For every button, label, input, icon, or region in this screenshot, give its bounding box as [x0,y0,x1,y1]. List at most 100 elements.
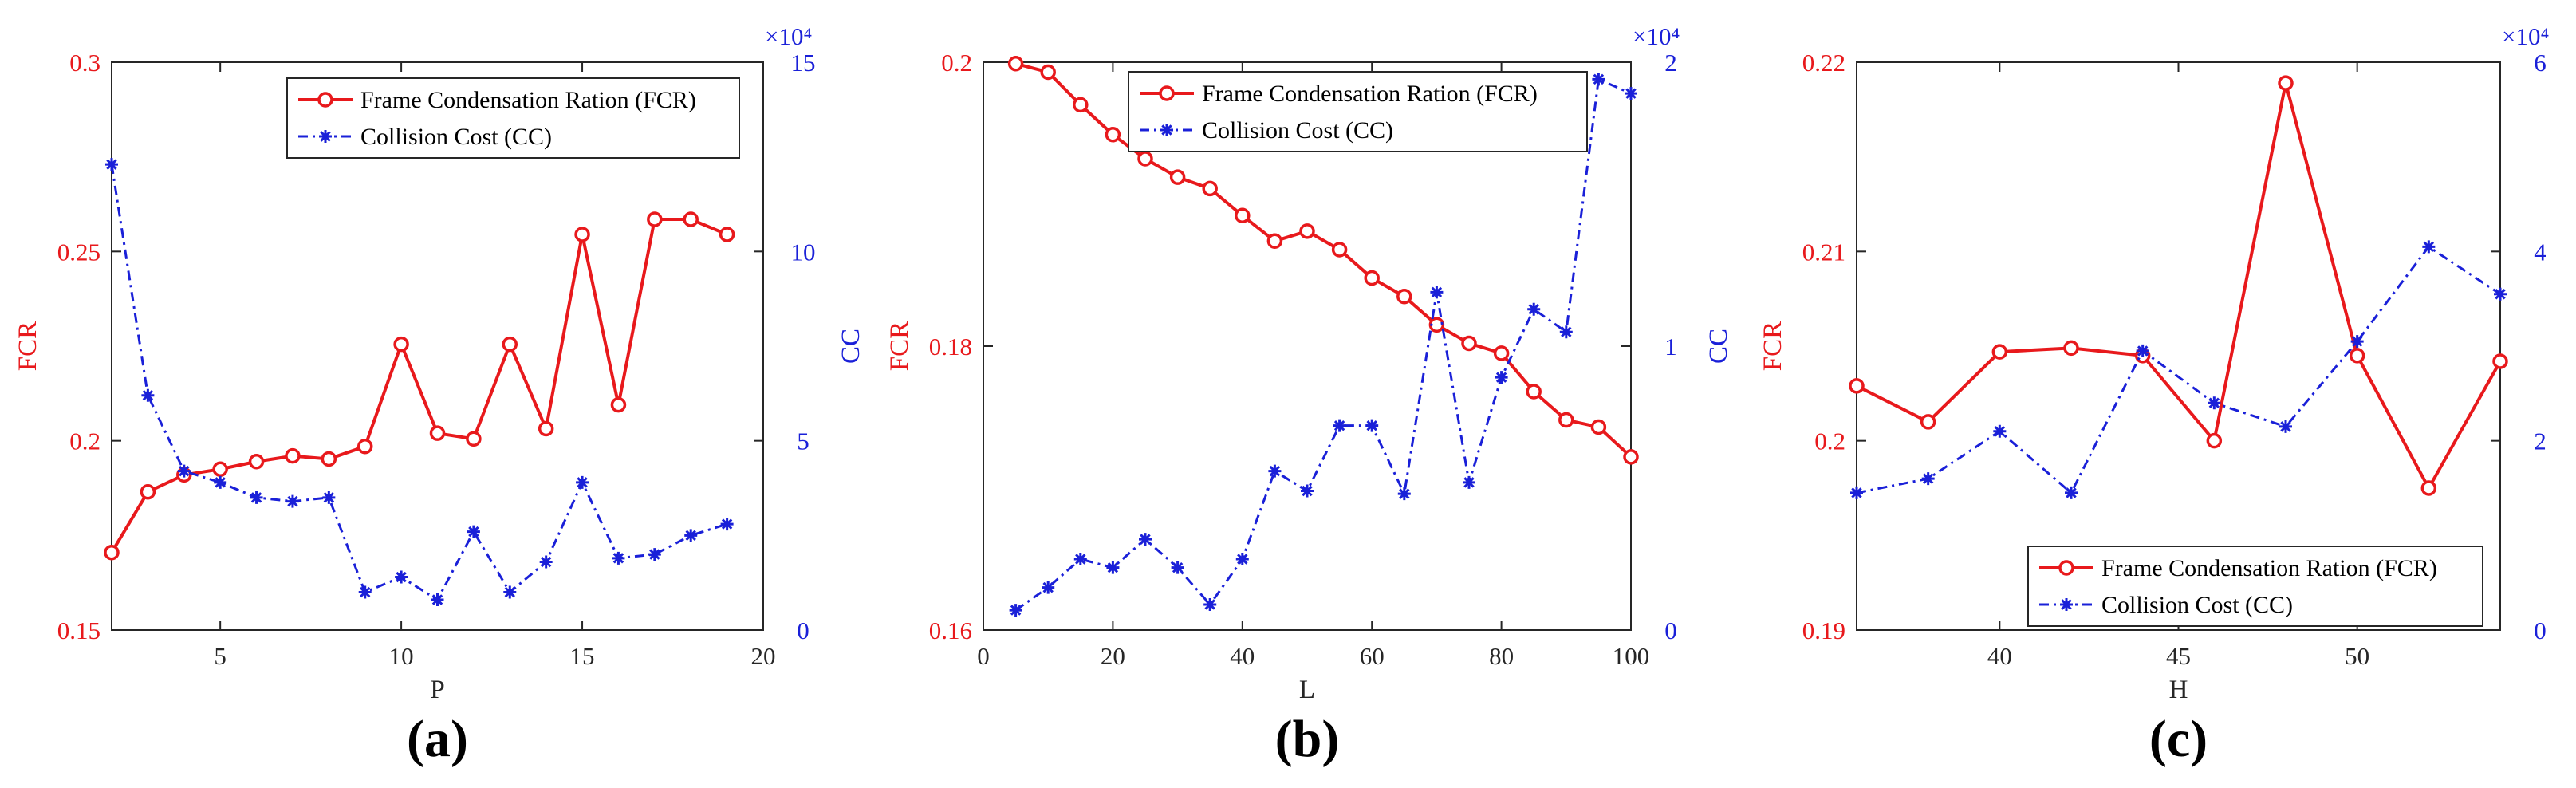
legend-box [2027,546,2483,627]
y-right-tick-label: 0 [2534,617,2546,644]
x-axis-title: H [2169,676,2188,704]
data-point [647,211,663,227]
y-right-tick-label: 1 [1664,333,1677,361]
x-tick-label: 20 [1101,642,1125,670]
y-right-tick-label: 10 [791,238,816,266]
data-point [576,475,589,489]
data-point [1559,325,1573,339]
data-point [574,227,590,242]
y-left-tick-label: 0.18 [929,333,972,361]
data-point [1920,414,1936,430]
data-point [1991,344,2008,360]
data-point [1592,73,1605,86]
data-point [1169,169,1186,185]
data-point [1171,561,1184,574]
x-tick-label: 100 [1613,642,1650,670]
y-right-tick-label: 0 [1664,617,1677,644]
x-tick-label: 20 [751,642,776,670]
data-point [177,464,191,478]
data-point [286,494,299,508]
data-point [1527,302,1541,316]
data-point [322,491,336,504]
legend: Frame Condensation Ration (FCR) Collision… [286,77,740,159]
data-point [467,525,480,538]
data-point [1493,345,1510,361]
data-point [1009,604,1022,617]
data-point [2350,335,2364,349]
data-point [2494,287,2507,301]
y-right-tick-label: 5 [797,427,809,455]
data-point [1921,472,1935,486]
y-left-axis-title: FCR [1759,321,1787,371]
data-point [1461,335,1477,352]
panel-label: (b) [1275,710,1340,768]
legend: Frame Condensation Ration (FCR) Collision… [2027,546,2483,627]
series-line-1 [1856,82,2502,492]
data-point [393,336,409,353]
y-right-tick-label: 6 [2534,49,2546,77]
y-right-tick-label: 15 [791,49,816,77]
y-left-tick-label: 0.19 [1802,617,1845,644]
x-tick-label: 40 [1230,642,1255,670]
data-point [1235,207,1251,223]
chart-panel-2: 0 20 40 60 80 100 0.16 0.18 0.2 0 1 2×10⁴ FCR CC L (b) F… [885,22,1733,768]
y-right-tick-label: 2 [1664,49,1677,77]
data-point [1397,487,1411,501]
data-point [395,570,408,584]
legend-marker [2060,598,2073,611]
legend-marker [1160,124,1173,136]
data-point [684,529,698,542]
legend-label: Collision Cost (CC) [2101,592,2293,618]
data-point [2420,480,2437,496]
data-point [1993,424,2007,438]
x-tick-label: 80 [1489,642,1514,670]
data-point [1590,419,1607,435]
data-point [2279,420,2292,433]
data-point [248,454,265,470]
legend-label: Frame Condensation Ration (FCR) [360,87,696,113]
data-point [1106,561,1120,574]
y-right-axis-title: CC [1704,329,1733,364]
y-right-axis-title: CC [837,329,865,364]
data-point [321,451,337,467]
x-tick-label: 40 [1987,642,2012,670]
plot-frame [111,61,764,631]
data-point [1430,286,1444,299]
data-point [1495,371,1508,384]
y-right-axis-title: CC [2574,329,2576,364]
y-right-tick-label: 0 [797,617,809,644]
series-line-2 [1014,77,1632,612]
data-point [1139,533,1152,546]
y-right-tick-label: 2 [2534,427,2546,455]
data-point [612,551,625,565]
data-point [1301,484,1314,498]
panel-label: (c) [2149,710,2208,768]
data-point [1137,151,1153,167]
data-point [1007,56,1024,72]
y-left-tick-label: 0.2 [69,427,100,455]
data-point [1266,233,1283,250]
y-left-tick-label: 0.2 [1814,427,1845,455]
data-point [1331,242,1348,258]
y-left-tick-label: 0.2 [941,49,972,77]
data-point [648,548,661,561]
legend-marker [1159,85,1175,101]
data-point [1105,127,1121,143]
data-point [2208,396,2221,410]
series-line-1 [110,217,728,554]
legend-label: Collision Cost (CC) [360,124,552,150]
data-point [2278,75,2294,91]
data-point [2136,344,2149,357]
x-axis-title: L [1299,676,1315,704]
x-tick-label: 60 [1360,642,1385,670]
data-point [1203,597,1217,611]
x-tick-label: 50 [2345,642,2369,670]
data-point [1365,419,1379,432]
panel-label: (a) [407,710,468,768]
data-point [285,447,301,464]
data-point [1623,449,1639,465]
legend-box [1128,71,1588,152]
data-point [720,518,734,531]
data-point [212,461,228,478]
